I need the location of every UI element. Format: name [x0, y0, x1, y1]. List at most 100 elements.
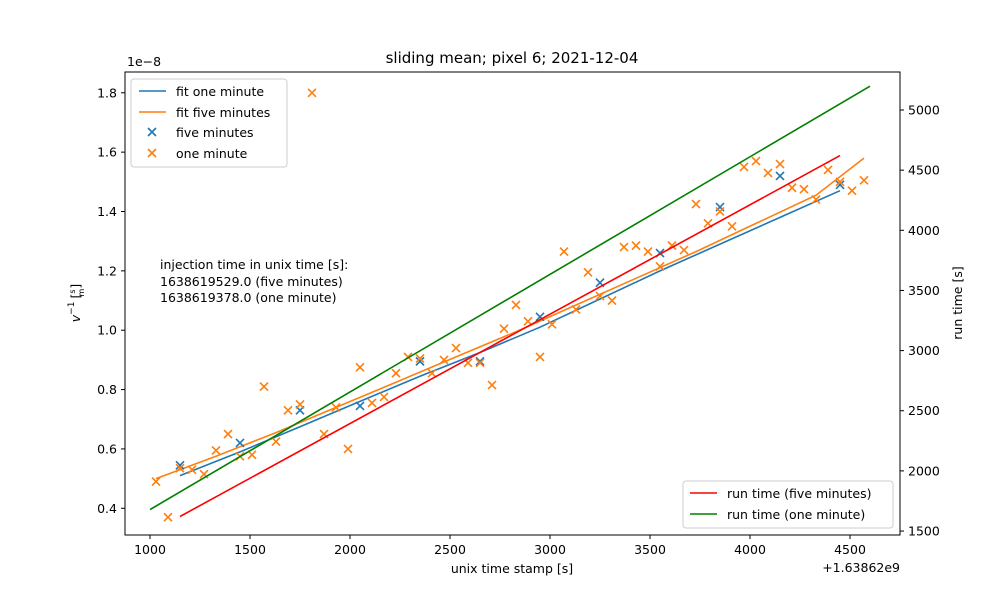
y-right-tick-label: 5000: [908, 103, 940, 118]
data-point-one-minute: [679, 245, 689, 255]
data-point-one-minute: [415, 353, 425, 363]
y-axis-right: 1500 2000 2500 3000 3500 4000 4500 5000: [900, 103, 940, 539]
annotation-line-2: 1638619529.0 (five minutes): [160, 274, 343, 289]
legend-left-box: [130, 78, 288, 168]
annotation-line-1: injection time in unix time [s]:: [160, 257, 348, 272]
data-point-one-minute: [739, 162, 749, 172]
series-line-run-time-one-minute-: [149, 85, 871, 511]
data-point-one-minute: [847, 186, 857, 196]
data-point-five-minutes: [535, 312, 545, 322]
data-point-one-minute: [391, 368, 401, 378]
data-point-one-minute: [799, 184, 809, 194]
y-right-tick-label: 2500: [908, 403, 940, 418]
x-offset-label: +1.63862e9: [822, 560, 900, 575]
legend-label-five-minutes: five minutes: [176, 125, 254, 140]
plot-frame: [124, 71, 901, 536]
data-point-one-minute: [355, 362, 365, 372]
data-point-one-minute: [247, 450, 257, 460]
series-line-fit-one-minute: [179, 189, 841, 477]
series-layer: [149, 85, 871, 522]
y-left-tick-label: 1.4: [97, 204, 117, 219]
data-point-five-minutes: [415, 356, 425, 366]
data-point-one-minute: [691, 199, 701, 209]
y-label-sup: −1: [67, 302, 77, 315]
legend-label-fit-one-minute: fit one minute: [176, 84, 264, 99]
data-point-five-minutes: [775, 171, 785, 181]
x-tick-label: 4500: [834, 542, 866, 557]
data-point-one-minute: [307, 88, 317, 98]
data-point-one-minute: [619, 242, 629, 252]
y-left-tick-label: 1.2: [97, 263, 117, 278]
y-left-tick-label: 1.0: [97, 323, 117, 338]
data-point-one-minute: [727, 221, 737, 231]
data-point-five-minutes: [835, 180, 845, 190]
data-point-one-minute: [211, 445, 221, 455]
data-point-one-minute: [151, 477, 161, 487]
legend-right: run time (five minutes) run time (one mi…: [682, 480, 894, 529]
y-left-tick-label: 1.8: [97, 85, 117, 100]
svg-text:v−1[sm]: v−1[sm]: [67, 284, 86, 322]
x-tick-label: 1000: [134, 542, 166, 557]
y-label-unit-num: s: [68, 289, 77, 293]
data-point-one-minute: [835, 177, 845, 187]
legend-marker-one-minute: [147, 148, 157, 158]
data-point-one-minute: [763, 168, 773, 178]
data-point-five-minutes: [475, 356, 485, 366]
data-point-one-minute: [787, 183, 797, 193]
series-line-fit-five-minutes: [155, 157, 865, 480]
data-point-one-minute: [367, 398, 377, 408]
data-point-five-minutes: [235, 438, 245, 448]
x-tick-label: 3500: [634, 542, 666, 557]
y-right-tick-label: 3000: [908, 343, 940, 358]
annotation: injection time in unix time [s]: 1638619…: [160, 257, 348, 305]
series-line-run-time-five-minutes-: [179, 154, 841, 518]
annotation-line-3: 1638619378.0 (one minute): [160, 290, 337, 305]
y-left-tick-label: 0.6: [97, 441, 117, 456]
data-point-one-minute: [331, 402, 341, 412]
legend-label-run-time-five: run time (five minutes): [727, 486, 871, 501]
data-point-one-minute: [607, 295, 617, 306]
data-point-one-minute: [535, 352, 545, 362]
data-point-one-minute: [271, 436, 281, 447]
data-point-one-minute: [775, 159, 785, 169]
legend-label-fit-five-minutes: fit five minutes: [176, 105, 270, 120]
data-point-one-minute: [547, 319, 557, 329]
data-point-five-minutes: [355, 401, 365, 411]
data-point-one-minute: [571, 304, 581, 315]
y-right-tick-label: 4000: [908, 223, 940, 238]
y-right-tick-label: 4500: [908, 163, 940, 178]
legend-label-one-minute: one minute: [176, 146, 248, 161]
data-point-one-minute: [175, 463, 185, 473]
data-point-one-minute: [511, 300, 521, 310]
y-left-tick-label: 0.8: [97, 382, 117, 397]
data-point-one-minute: [487, 380, 497, 390]
x-tick-label: 2000: [334, 542, 366, 557]
x-tick-label: 2500: [434, 542, 466, 557]
x-tick-label: 4000: [734, 542, 766, 557]
data-point-one-minute: [823, 165, 833, 175]
x-tick-label: 1500: [234, 542, 266, 557]
data-point-one-minute: [655, 261, 665, 271]
data-point-one-minute: [631, 241, 641, 251]
y-label-unit-den: m: [77, 288, 86, 296]
data-point-one-minute: [715, 206, 725, 217]
data-point-one-minute: [343, 444, 353, 454]
legend-left: fit one minute fit five minutes five min…: [130, 78, 288, 168]
y-axis-right-label: run time [s]: [950, 266, 965, 339]
data-point-one-minute: [559, 246, 569, 257]
y-scale-label: 1e−8: [127, 54, 161, 69]
data-point-one-minute: [295, 399, 305, 409]
legend-marker-five-minutes: [147, 127, 157, 137]
y-axis-left: 0.4 0.6 0.8 1.0 1.2 1.4 1.6 1.8: [97, 85, 125, 516]
x-axis-label: unix time stamp [s]: [451, 561, 573, 576]
y-left-tick-label: 1.6: [97, 145, 117, 160]
x-axis: 1000 1500 2000 2500 3000 3500 4000 4500: [134, 535, 866, 557]
data-point-one-minute: [163, 512, 173, 522]
data-point-one-minute: [283, 405, 293, 415]
y-right-tick-label: 1500: [908, 524, 940, 539]
data-point-one-minute: [499, 324, 509, 334]
data-point-one-minute: [859, 175, 869, 185]
y-right-tick-label: 2000: [908, 463, 940, 478]
data-point-one-minute: [595, 291, 605, 301]
